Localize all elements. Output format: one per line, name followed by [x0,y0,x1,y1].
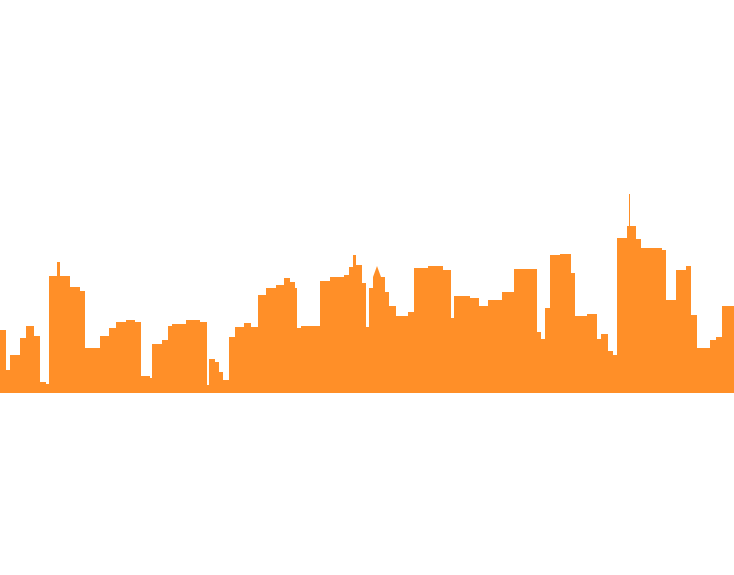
skyline-shape [0,194,734,393]
